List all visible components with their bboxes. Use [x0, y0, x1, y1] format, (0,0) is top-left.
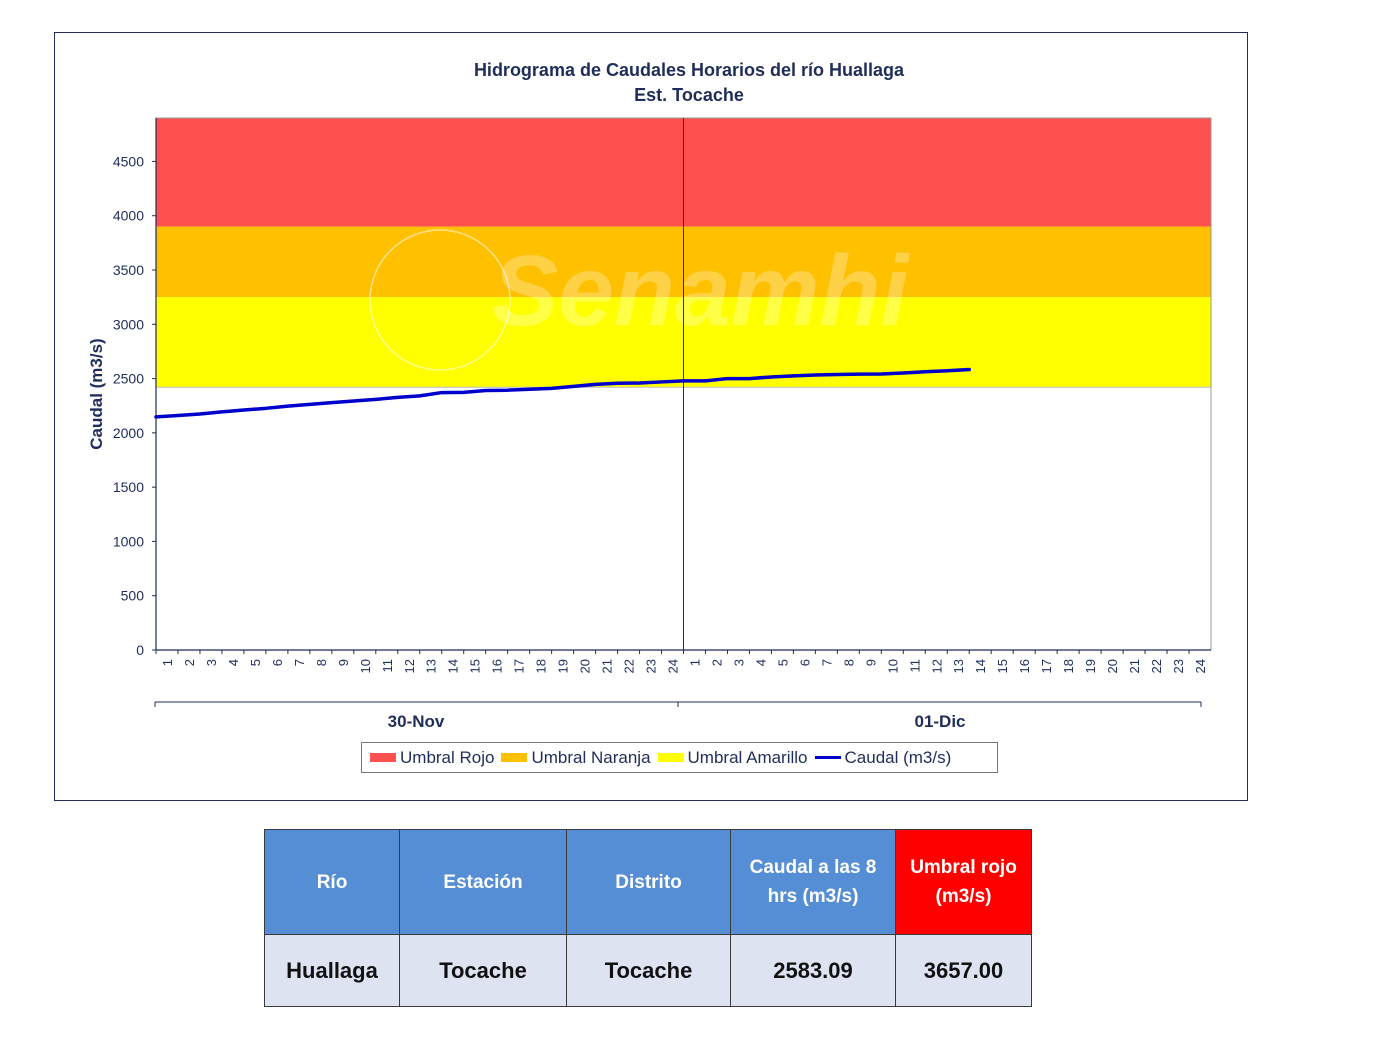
legend-label-caudal: Caudal (m3/s)	[844, 747, 952, 767]
y-tick-label-3500: 3500	[113, 262, 144, 278]
x-tick-label-8: 9	[336, 659, 351, 666]
x-tick-label-15: 16	[490, 659, 505, 673]
chart-title-block: Hidrograma de Caudales Horarios del río …	[54, 58, 1324, 108]
y-tick-label-4000: 4000	[113, 208, 144, 224]
x-tick-label-16: 17	[512, 659, 527, 673]
x-tick-label-23: 24	[666, 659, 681, 673]
y-tick-label-1000: 1000	[113, 533, 144, 549]
legend-swatch-caudal	[814, 756, 841, 759]
series-line-caudal	[154, 367, 971, 419]
x-tick-label-30: 7	[819, 659, 834, 666]
x-tick-label-37: 14	[973, 659, 988, 673]
x-tick-label-32: 9	[863, 659, 878, 666]
x-tick-label-20: 21	[600, 659, 615, 673]
day-label-0: 30-Nov	[388, 712, 445, 731]
legend-swatch-rojo	[370, 753, 396, 762]
y-tick-label-4500: 4500	[113, 153, 144, 169]
x-tick-label-36: 13	[951, 659, 966, 673]
x-tick-label-28: 5	[775, 659, 790, 666]
legend-swatch-amarillo	[657, 753, 684, 762]
y-tick-label-1500: 1500	[113, 479, 144, 495]
x-tick-label-42: 19	[1083, 659, 1098, 673]
y-tick-label-3000: 3000	[113, 316, 144, 332]
cell-umbral-rojo: 3657.00	[895, 934, 1032, 1007]
y-axis-label: Caudal (m3/s)	[87, 338, 106, 449]
legend-item-naranja: Umbral Naranja	[501, 747, 651, 768]
header-rio: Río	[264, 829, 400, 935]
x-tick-label-24: 1	[687, 659, 702, 666]
table-row: Huallaga Tocache Tocache 2583.09 3657.00	[264, 934, 1032, 1007]
x-tick-label-46: 23	[1171, 659, 1186, 673]
legend-item-rojo: Umbral Rojo	[370, 748, 494, 768]
y-tick-label-0: 0	[136, 642, 144, 658]
header-caudal: Caudal a las 8 hrs (m3/s)	[730, 829, 896, 935]
x-tick-label-21: 22	[622, 659, 637, 673]
x-tick-label-9: 10	[358, 659, 373, 673]
summary-header-row: Río Estación Distrito Caudal a las 8 hrs…	[264, 829, 1032, 935]
legend-label-naranja: Umbral Naranja	[531, 747, 651, 767]
y-tick-label-500: 500	[121, 588, 145, 604]
chart-title: Hidrograma de Caudales Horarios del río …	[473, 60, 905, 80]
legend-label-amarillo: Umbral Amarillo	[687, 747, 808, 767]
x-tick-label-39: 16	[1017, 659, 1032, 673]
watermark-text: Senamhi	[492, 235, 911, 347]
x-tick-label-35: 12	[929, 659, 944, 673]
x-tick-label-43: 20	[1105, 659, 1120, 673]
x-tick-label-19: 20	[578, 659, 593, 673]
x-tick-label-14: 15	[468, 659, 483, 673]
legend-item-caudal: Caudal (m3/s)	[814, 747, 952, 768]
x-tick-label-34: 11	[907, 659, 922, 673]
x-tick-label-3: 4	[226, 659, 241, 666]
chart-legend: Umbral Rojo Umbral Naranja Umbral Amaril…	[361, 742, 998, 773]
x-tick-label-44: 21	[1127, 659, 1142, 673]
x-tick-label-6: 7	[292, 659, 307, 666]
x-tick-label-5: 6	[270, 659, 285, 666]
x-tick-label-10: 11	[380, 659, 395, 673]
x-tick-label-27: 4	[753, 659, 768, 666]
x-tick-label-12: 13	[424, 659, 439, 673]
x-tick-label-18: 19	[556, 659, 571, 673]
x-tick-label-40: 17	[1039, 659, 1054, 673]
header-estacion: Estación	[399, 829, 567, 935]
x-tick-label-45: 22	[1149, 659, 1164, 673]
header-umbral-rojo: Umbral rojo (m3/s)	[895, 829, 1032, 935]
legend-label-rojo: Umbral Rojo	[400, 747, 495, 767]
x-tick-label-2: 3	[204, 659, 219, 666]
x-tick-label-11: 12	[402, 659, 417, 673]
x-tick-label-25: 2	[709, 659, 724, 666]
x-tick-label-47: 24	[1193, 659, 1208, 673]
y-tick-label-2500: 2500	[113, 371, 144, 387]
x-tick-label-4: 5	[248, 659, 263, 666]
x-tick-label-26: 3	[731, 659, 746, 666]
cell-rio: Huallaga	[264, 934, 400, 1007]
x-tick-label-31: 8	[841, 659, 856, 666]
cell-estacion: Tocache	[399, 934, 567, 1007]
x-tick-label-33: 10	[885, 659, 900, 673]
x-tick-label-13: 14	[446, 659, 461, 673]
legend-swatch-naranja	[501, 753, 528, 762]
hydrograph-chart: Senamhi 0 500 1000 1500 2000 2500 3000 3500 4000 4…	[87, 117, 1212, 731]
x-tick-label-29: 6	[797, 659, 812, 666]
x-tick-label-7: 8	[314, 659, 329, 666]
header-distrito: Distrito	[566, 829, 731, 935]
x-tick-label-1: 2	[182, 659, 197, 666]
x-tick-label-41: 18	[1061, 659, 1076, 673]
chart-subtitle: Est. Tocache	[634, 85, 744, 105]
x-tick-label-38: 15	[995, 659, 1010, 673]
watermark-sun-icon	[369, 229, 511, 371]
summary-table: Río Estación Distrito Caudal a las 8 hrs…	[264, 829, 1032, 1007]
cell-distrito: Tocache	[566, 934, 731, 1007]
x-tick-label-22: 23	[644, 659, 659, 673]
cell-caudal: 2583.09	[730, 934, 896, 1007]
day-label-1: 01-Dic	[914, 712, 965, 731]
legend-item-amarillo: Umbral Amarillo	[657, 747, 808, 768]
x-tick-label-17: 18	[534, 659, 549, 673]
x-tick-label-0: 1	[160, 659, 175, 666]
y-tick-label-2000: 2000	[113, 425, 144, 441]
